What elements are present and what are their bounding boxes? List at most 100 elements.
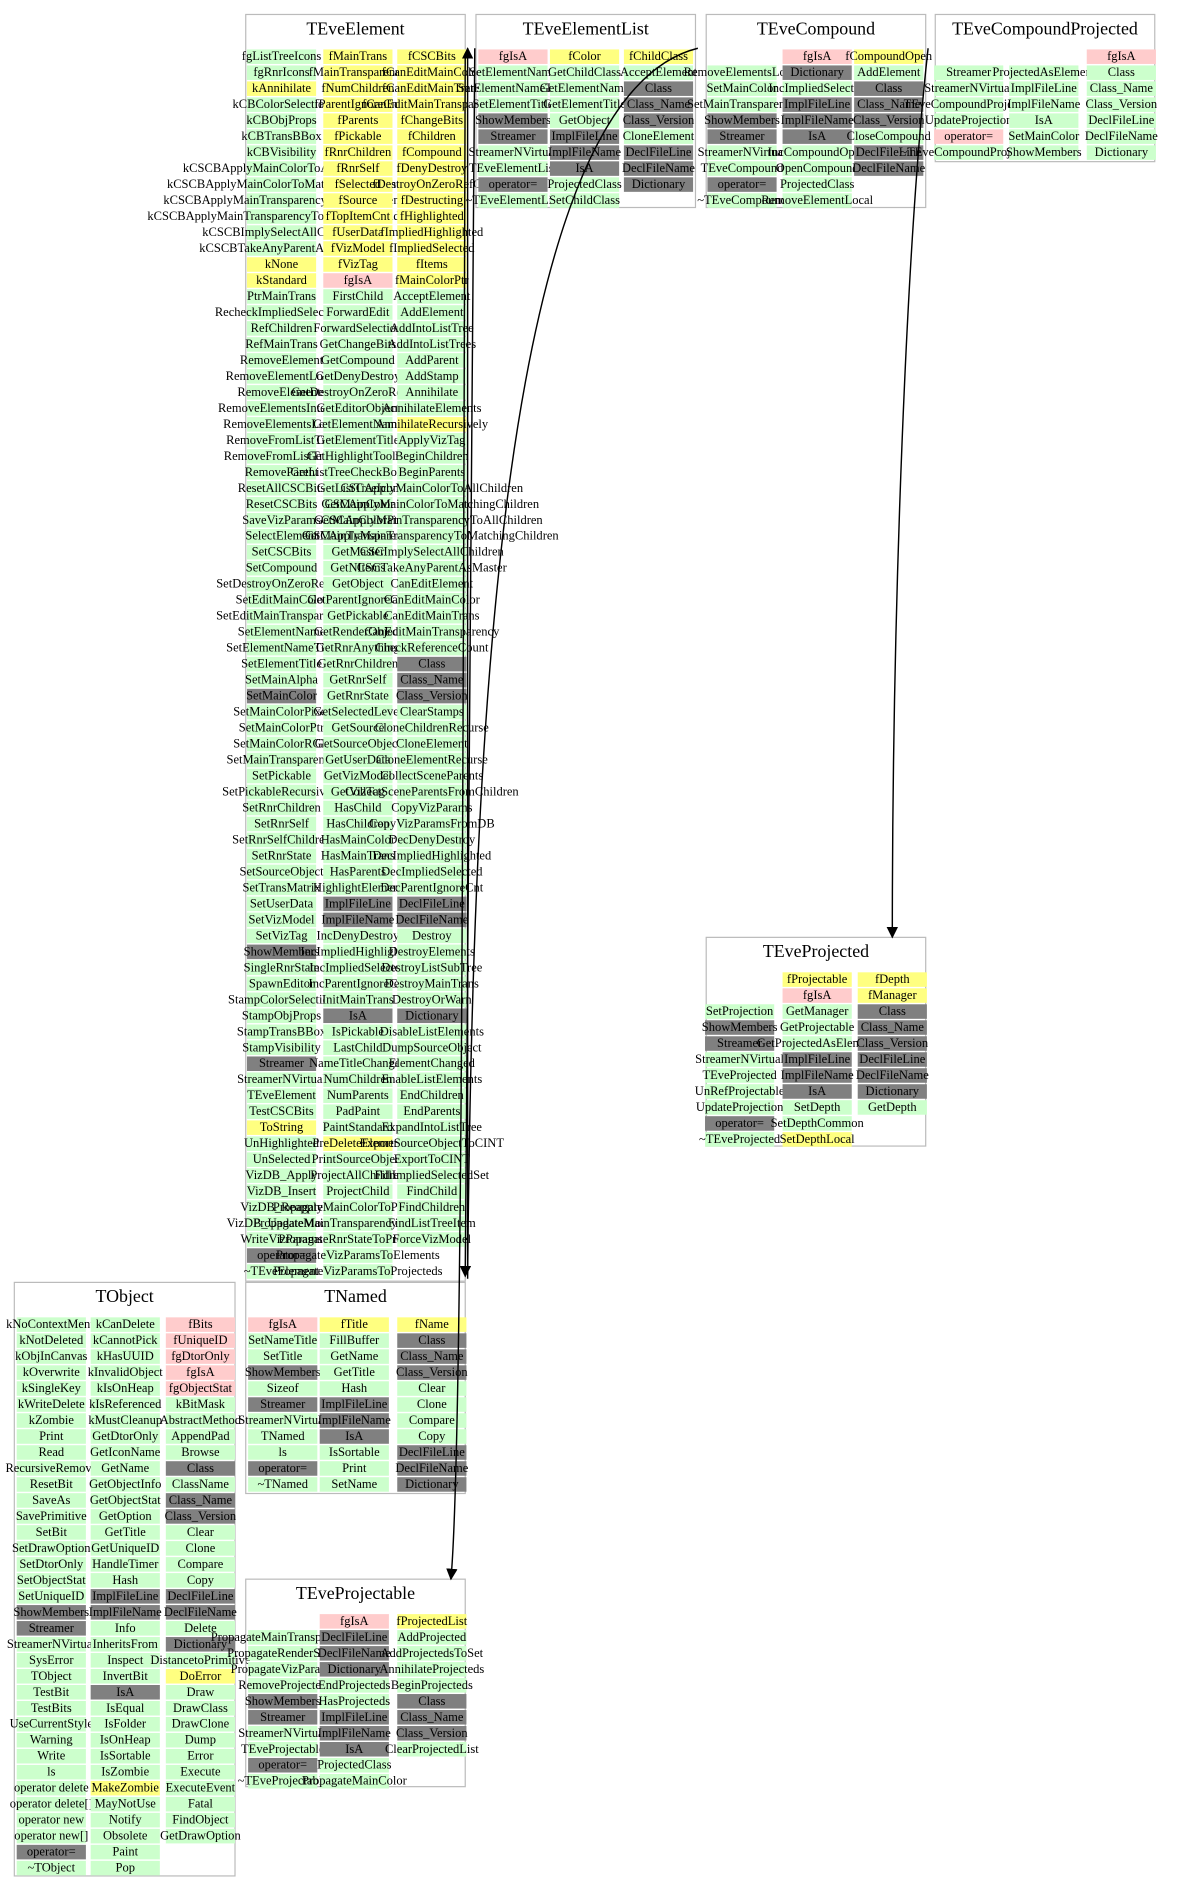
member-label: GetObjectInfo bbox=[89, 1477, 161, 1491]
member-label: fDestructing bbox=[401, 193, 464, 207]
member-cell bbox=[1086, 81, 1156, 96]
member-cell bbox=[934, 145, 1004, 160]
member-label: SetRnrChildren bbox=[242, 800, 321, 814]
member-label: IsZombie bbox=[101, 1765, 149, 1779]
member-cell bbox=[246, 497, 317, 512]
member-label: Obsolete bbox=[103, 1829, 148, 1843]
member-label: ShowMembers bbox=[704, 113, 780, 127]
class-title: TEveElementList bbox=[523, 18, 649, 38]
member-cell bbox=[246, 369, 317, 384]
member-label: fProjectedList bbox=[396, 1614, 467, 1628]
member-label: Class_Version bbox=[1086, 97, 1158, 111]
member-cell bbox=[323, 912, 393, 928]
member-cell bbox=[549, 177, 620, 192]
member-cell bbox=[165, 1541, 236, 1556]
member-cell bbox=[16, 1429, 86, 1444]
member-cell bbox=[248, 1333, 318, 1348]
member-cell bbox=[248, 1381, 318, 1396]
class-title: TEveCompound bbox=[757, 18, 875, 38]
member-label: fDestroyOnZeroRefCnt bbox=[372, 177, 491, 191]
member-cell bbox=[323, 1072, 393, 1087]
member-cell bbox=[857, 1068, 927, 1083]
member-cell bbox=[478, 65, 548, 80]
member-cell bbox=[323, 1120, 393, 1135]
member-label: ~TEveElement bbox=[244, 1264, 320, 1278]
member-label: SetMainColor bbox=[1008, 129, 1080, 143]
member-label: GetMainTransparency bbox=[302, 529, 415, 543]
member-cell bbox=[323, 497, 393, 512]
member-label: GetCompound bbox=[321, 353, 395, 367]
member-label: DeclFileName bbox=[164, 1605, 237, 1619]
member-cell bbox=[397, 880, 467, 896]
member-cell bbox=[248, 1710, 318, 1725]
member-cell bbox=[397, 289, 467, 304]
member-cell bbox=[90, 1621, 160, 1636]
member-cell bbox=[782, 177, 852, 192]
member-label: GetMainColorPtr bbox=[314, 513, 402, 527]
member-cell bbox=[16, 1716, 86, 1732]
member-cell bbox=[165, 1397, 236, 1412]
member-label: FindObject bbox=[172, 1813, 229, 1827]
member-label: SetElementTitle bbox=[241, 657, 322, 671]
member-label: GetRnrAnything bbox=[316, 641, 401, 655]
member-cell bbox=[323, 1040, 393, 1056]
member-label: RemoveProjected bbox=[238, 1678, 328, 1692]
member-cell bbox=[323, 385, 393, 400]
member-cell bbox=[16, 1573, 86, 1588]
member-cell bbox=[397, 193, 467, 208]
member-cell bbox=[16, 1700, 86, 1716]
member-cell bbox=[323, 512, 393, 528]
member-label: fDepth bbox=[875, 972, 910, 986]
member-label: StampVisibility bbox=[242, 1040, 321, 1054]
member-cell bbox=[319, 1741, 389, 1757]
member-label: Class_Version bbox=[396, 1726, 468, 1740]
member-cell bbox=[16, 1349, 86, 1364]
member-cell bbox=[397, 560, 467, 576]
member-label: Class_Version bbox=[165, 1509, 237, 1523]
member-label: CanEditMainTransparency bbox=[364, 625, 500, 639]
member-label: StampTransBBox bbox=[237, 1024, 327, 1038]
member-label: fgDtorOnly bbox=[171, 1349, 230, 1363]
member-cell bbox=[397, 784, 467, 800]
member-label: WriteVizParams bbox=[240, 1232, 322, 1246]
member-label: IsEqual bbox=[106, 1701, 145, 1715]
member-label: Browse bbox=[181, 1445, 220, 1459]
member-label: TestCSCBits bbox=[249, 1104, 314, 1118]
member-cell bbox=[319, 1429, 389, 1444]
member-cell bbox=[246, 656, 317, 672]
member-label: ToString bbox=[260, 1120, 304, 1134]
member-cell bbox=[319, 1694, 389, 1709]
member-label: Class_Version bbox=[857, 1036, 929, 1050]
member-label: Info bbox=[115, 1621, 136, 1635]
member-cell bbox=[319, 1333, 389, 1348]
member-cell bbox=[246, 720, 317, 736]
member-cell bbox=[478, 129, 548, 144]
member-label: operator= bbox=[257, 1248, 306, 1262]
member-cell bbox=[782, 1100, 852, 1115]
member-cell bbox=[319, 1726, 389, 1741]
member-cell bbox=[246, 528, 317, 544]
member-label: Clear bbox=[187, 1525, 215, 1539]
member-cell bbox=[478, 193, 548, 208]
member-cell bbox=[397, 1381, 467, 1396]
member-cell bbox=[319, 1445, 389, 1460]
member-label: GetObject bbox=[559, 113, 611, 127]
member-label: CSCApplyMainTransparencyToMatchingChildr… bbox=[305, 529, 559, 543]
member-label: Print bbox=[342, 1461, 367, 1475]
member-label: Streamer bbox=[260, 1397, 306, 1411]
member-cell bbox=[397, 49, 467, 64]
member-cell bbox=[90, 1365, 160, 1380]
member-cell bbox=[1086, 145, 1156, 160]
member-label: ResetBit bbox=[30, 1477, 74, 1491]
member-label: FirstChild bbox=[333, 289, 384, 303]
member-cell bbox=[16, 1748, 86, 1764]
member-cell bbox=[248, 1397, 318, 1412]
member-label: DeclFileLine bbox=[321, 1630, 387, 1644]
member-cell bbox=[397, 1365, 467, 1380]
member-cell bbox=[246, 928, 317, 944]
member-label: ProjectedClass bbox=[780, 177, 854, 191]
member-cell bbox=[90, 1684, 160, 1700]
member-label: ForwardEdit bbox=[326, 305, 390, 319]
member-cell bbox=[782, 97, 852, 112]
member-cell bbox=[397, 512, 467, 528]
